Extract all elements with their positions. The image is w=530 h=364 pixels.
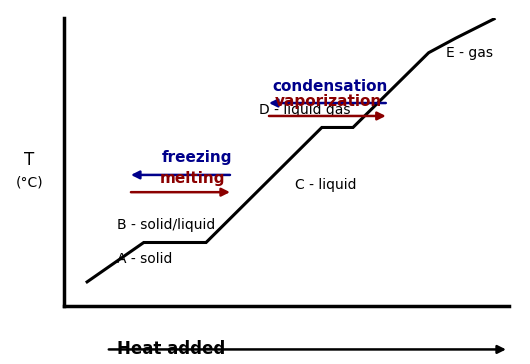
Text: E - gas: E - gas xyxy=(446,46,493,60)
Text: C - liquid: C - liquid xyxy=(295,178,357,192)
Text: Heat added: Heat added xyxy=(117,340,225,359)
Text: D - liquid gas: D - liquid gas xyxy=(260,103,351,118)
Text: vaporization: vaporization xyxy=(275,94,382,109)
Text: freezing: freezing xyxy=(162,150,232,165)
Text: melting: melting xyxy=(160,171,225,186)
Text: B - solid/liquid: B - solid/liquid xyxy=(117,218,215,233)
Text: T: T xyxy=(24,151,34,169)
Text: A - solid: A - solid xyxy=(117,252,172,265)
Text: (°C): (°C) xyxy=(15,175,43,189)
Text: condensation: condensation xyxy=(273,79,388,94)
